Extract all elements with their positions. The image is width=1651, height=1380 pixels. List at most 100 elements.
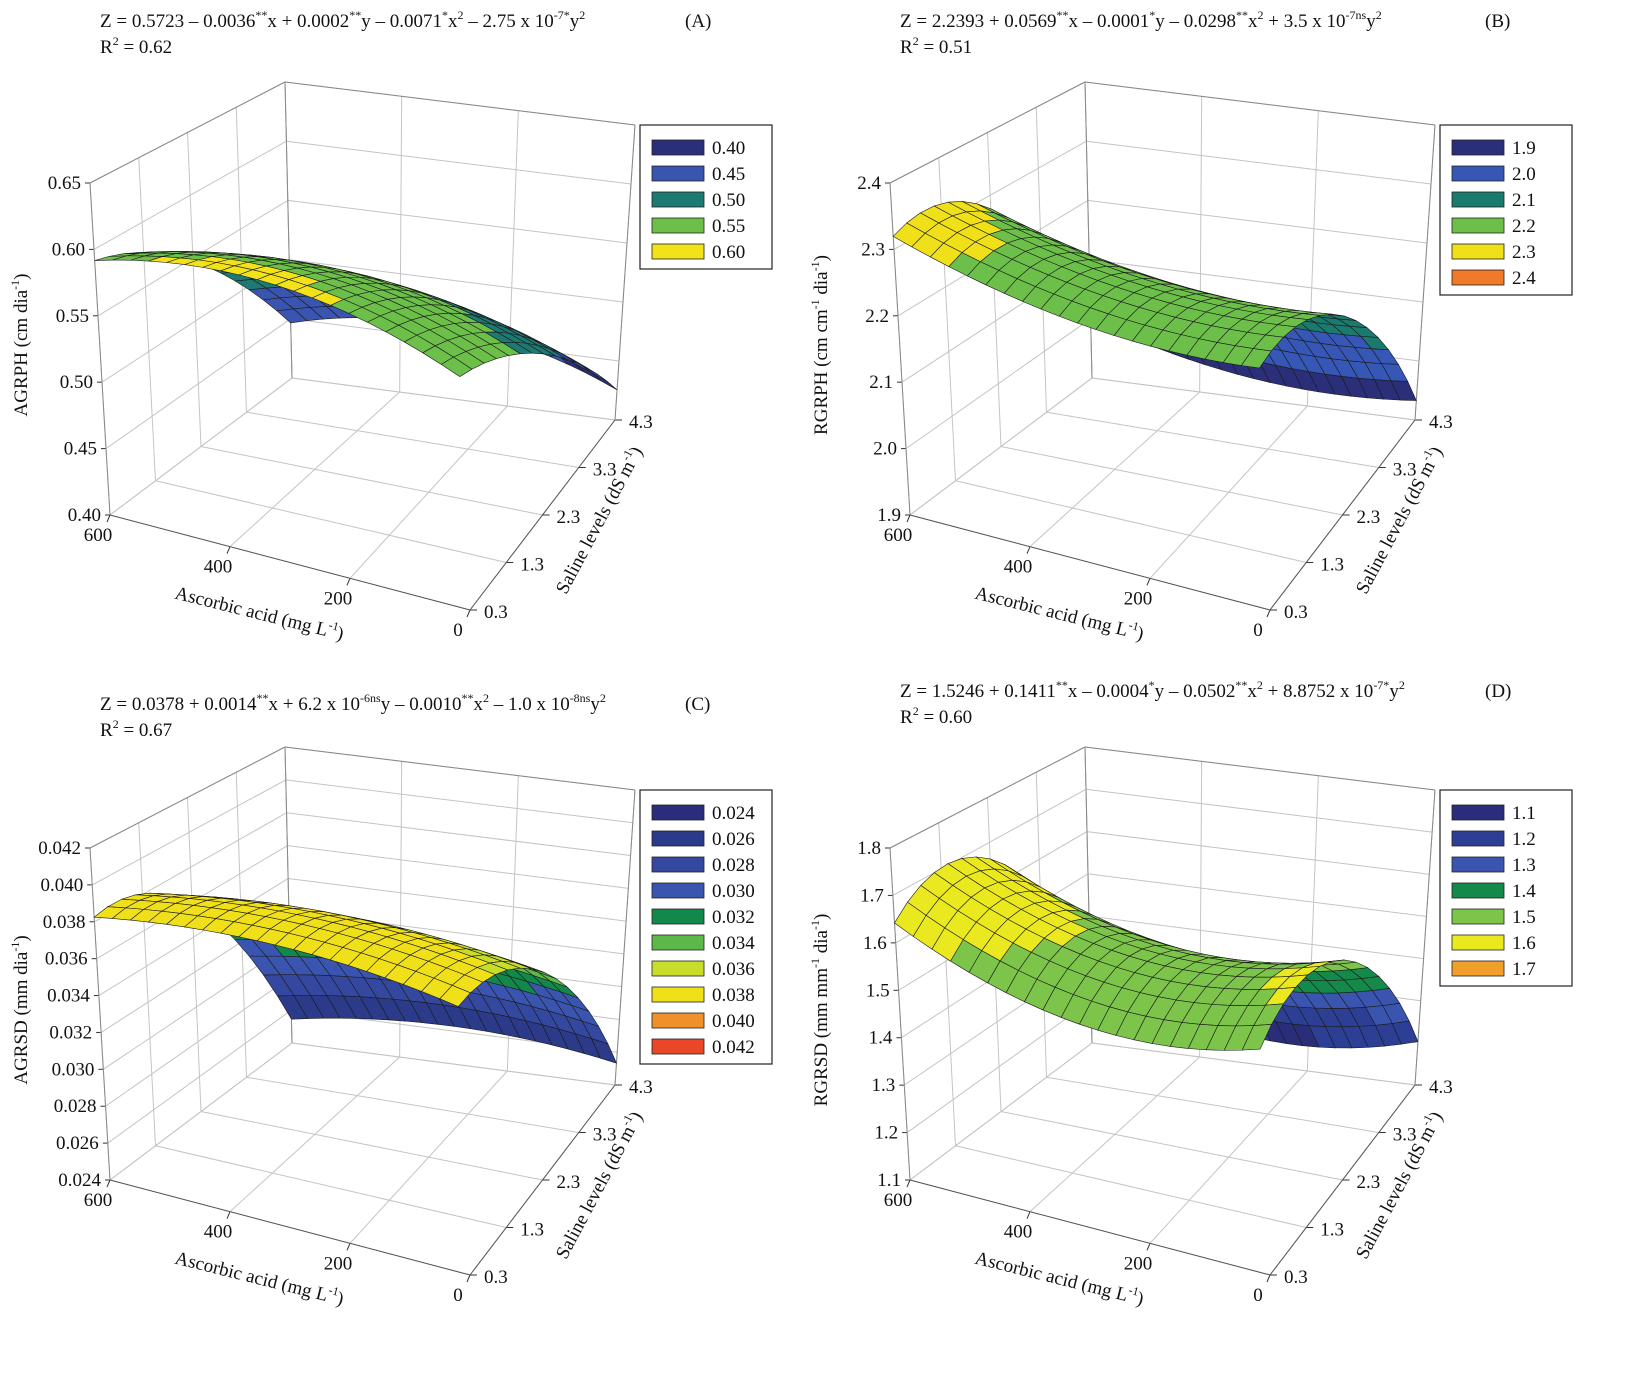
grid-line (1000, 446, 1343, 516)
text-run: 2 (600, 691, 606, 705)
text-run: = 0.60 (919, 707, 972, 728)
grid-line (1087, 873, 1427, 917)
grid-line (246, 1076, 579, 1133)
text-run: ) (11, 274, 32, 280)
legend-label: 0.026 (712, 829, 755, 850)
grid-line (291, 377, 616, 421)
frame (889, 746, 1086, 849)
tick-mark (346, 1243, 351, 1251)
z-tick-label: 0.034 (47, 986, 90, 1007)
axis-line (909, 514, 1271, 611)
text-run: ) (335, 623, 346, 645)
surface-patch (575, 363, 602, 382)
legend-swatch (651, 908, 705, 925)
grid-line (1086, 140, 1432, 185)
axis-line (1269, 1084, 1416, 1276)
text-run: – 1.0 x 10 (489, 694, 570, 715)
text-run: x – 0.0001 (1069, 11, 1150, 32)
grid-line (1046, 411, 1379, 468)
grid-line (155, 480, 507, 563)
y-tick-label: 4.3 (629, 412, 653, 433)
legend-label: 0.55 (712, 216, 745, 237)
text-run: x + 6.2 x 10 (269, 694, 360, 715)
legend-swatch (651, 165, 705, 182)
legend-swatch (651, 217, 705, 234)
z-tick-label: 1.1 (877, 1170, 901, 1191)
text-run: = 0.51 (919, 37, 972, 58)
text-run: dia (811, 271, 832, 300)
text-run: -1 (808, 299, 822, 309)
legend-label: 1.1 (1512, 803, 1536, 824)
grid-line (246, 411, 579, 468)
text-run: y – 0.0298 (1155, 11, 1236, 32)
z-tick-label: 0.65 (48, 173, 81, 194)
text-run: x + 0.0002 (267, 11, 349, 32)
text-run: 2 (913, 34, 919, 48)
x-tick-label: 200 (1124, 1253, 1153, 1274)
legend-label: 2.4 (1512, 268, 1536, 289)
y-tick-label: 3.3 (593, 1125, 617, 1146)
legend-label: 1.9 (1512, 138, 1536, 159)
y-tick-label: 1.3 (520, 1220, 544, 1241)
text-run: y – 0.0071 (361, 11, 442, 32)
surface-patch (591, 372, 618, 391)
legend-swatch (651, 856, 705, 873)
z-tick-label: 0.042 (38, 838, 81, 859)
frame (614, 789, 636, 1086)
grid-line (286, 812, 631, 857)
legend-label: 1.5 (1512, 907, 1536, 928)
text-run: R (900, 37, 913, 58)
legend-swatch (651, 830, 705, 847)
tick-mark (106, 1179, 111, 1188)
equation: Z = 2.2393 + 0.0569**x – 0.0001*y – 0.02… (900, 8, 1382, 32)
grid-line (187, 797, 202, 1112)
legend-swatch (1451, 243, 1505, 260)
legend-swatch (1451, 856, 1505, 873)
text-run: AGRPH (cm dia (11, 289, 32, 416)
axis-line (109, 514, 471, 611)
text-run: 2 (1257, 678, 1263, 692)
text-run: 2 (483, 691, 489, 705)
x-tick-label: 400 (204, 1222, 233, 1243)
y-tick-label: 1.3 (520, 555, 544, 576)
grid-line (155, 1145, 507, 1228)
z-tick-label: 0.40 (68, 505, 101, 526)
y-tick-label: 2.3 (1357, 507, 1381, 528)
x-tick-label: 600 (884, 1190, 913, 1211)
grid-line (1088, 915, 1424, 960)
text-run: * (1149, 678, 1155, 692)
legend-swatch (1451, 191, 1505, 208)
surface-patch (1240, 348, 1272, 369)
axis-line (469, 419, 616, 611)
y-tick-label: 4.3 (1429, 1077, 1453, 1098)
z-axis-label: AGRSD (mm dia-1) (8, 935, 32, 1084)
text-run: ** (461, 691, 473, 705)
y-tick-label: 0.3 (484, 1267, 508, 1288)
legend-swatch (1451, 960, 1505, 977)
x-tick-label: 0 (1253, 1285, 1263, 1306)
legend-swatch (1451, 934, 1505, 951)
legend-swatch (651, 960, 705, 977)
legend-label: 0.50 (712, 190, 745, 211)
legend-label: 0.024 (712, 803, 755, 824)
legend-label: 1.7 (1512, 959, 1536, 980)
panel-label: (C) (685, 694, 710, 715)
x-tick-label: 200 (324, 1253, 353, 1274)
y-tick-label: 3.3 (1393, 1125, 1417, 1146)
legend-swatch (651, 191, 705, 208)
y-tick-label: 0.3 (1284, 602, 1308, 623)
tick-mark (106, 514, 111, 523)
frame (1084, 746, 1436, 791)
grid-line (200, 1111, 543, 1181)
grid-line (287, 845, 629, 889)
z-tick-label: 0.036 (45, 949, 88, 970)
x-tick-label: 0 (1253, 620, 1263, 641)
tick-mark (226, 546, 231, 554)
text-run: -1 (8, 280, 22, 290)
grid-line (187, 132, 202, 447)
text-run: RGRPH (cm cm (811, 309, 832, 435)
y-tick-label: 4.3 (1429, 412, 1453, 433)
legend-label: 0.45 (712, 164, 745, 185)
text-run: Z = 2.2393 + 0.0569 (900, 11, 1057, 32)
